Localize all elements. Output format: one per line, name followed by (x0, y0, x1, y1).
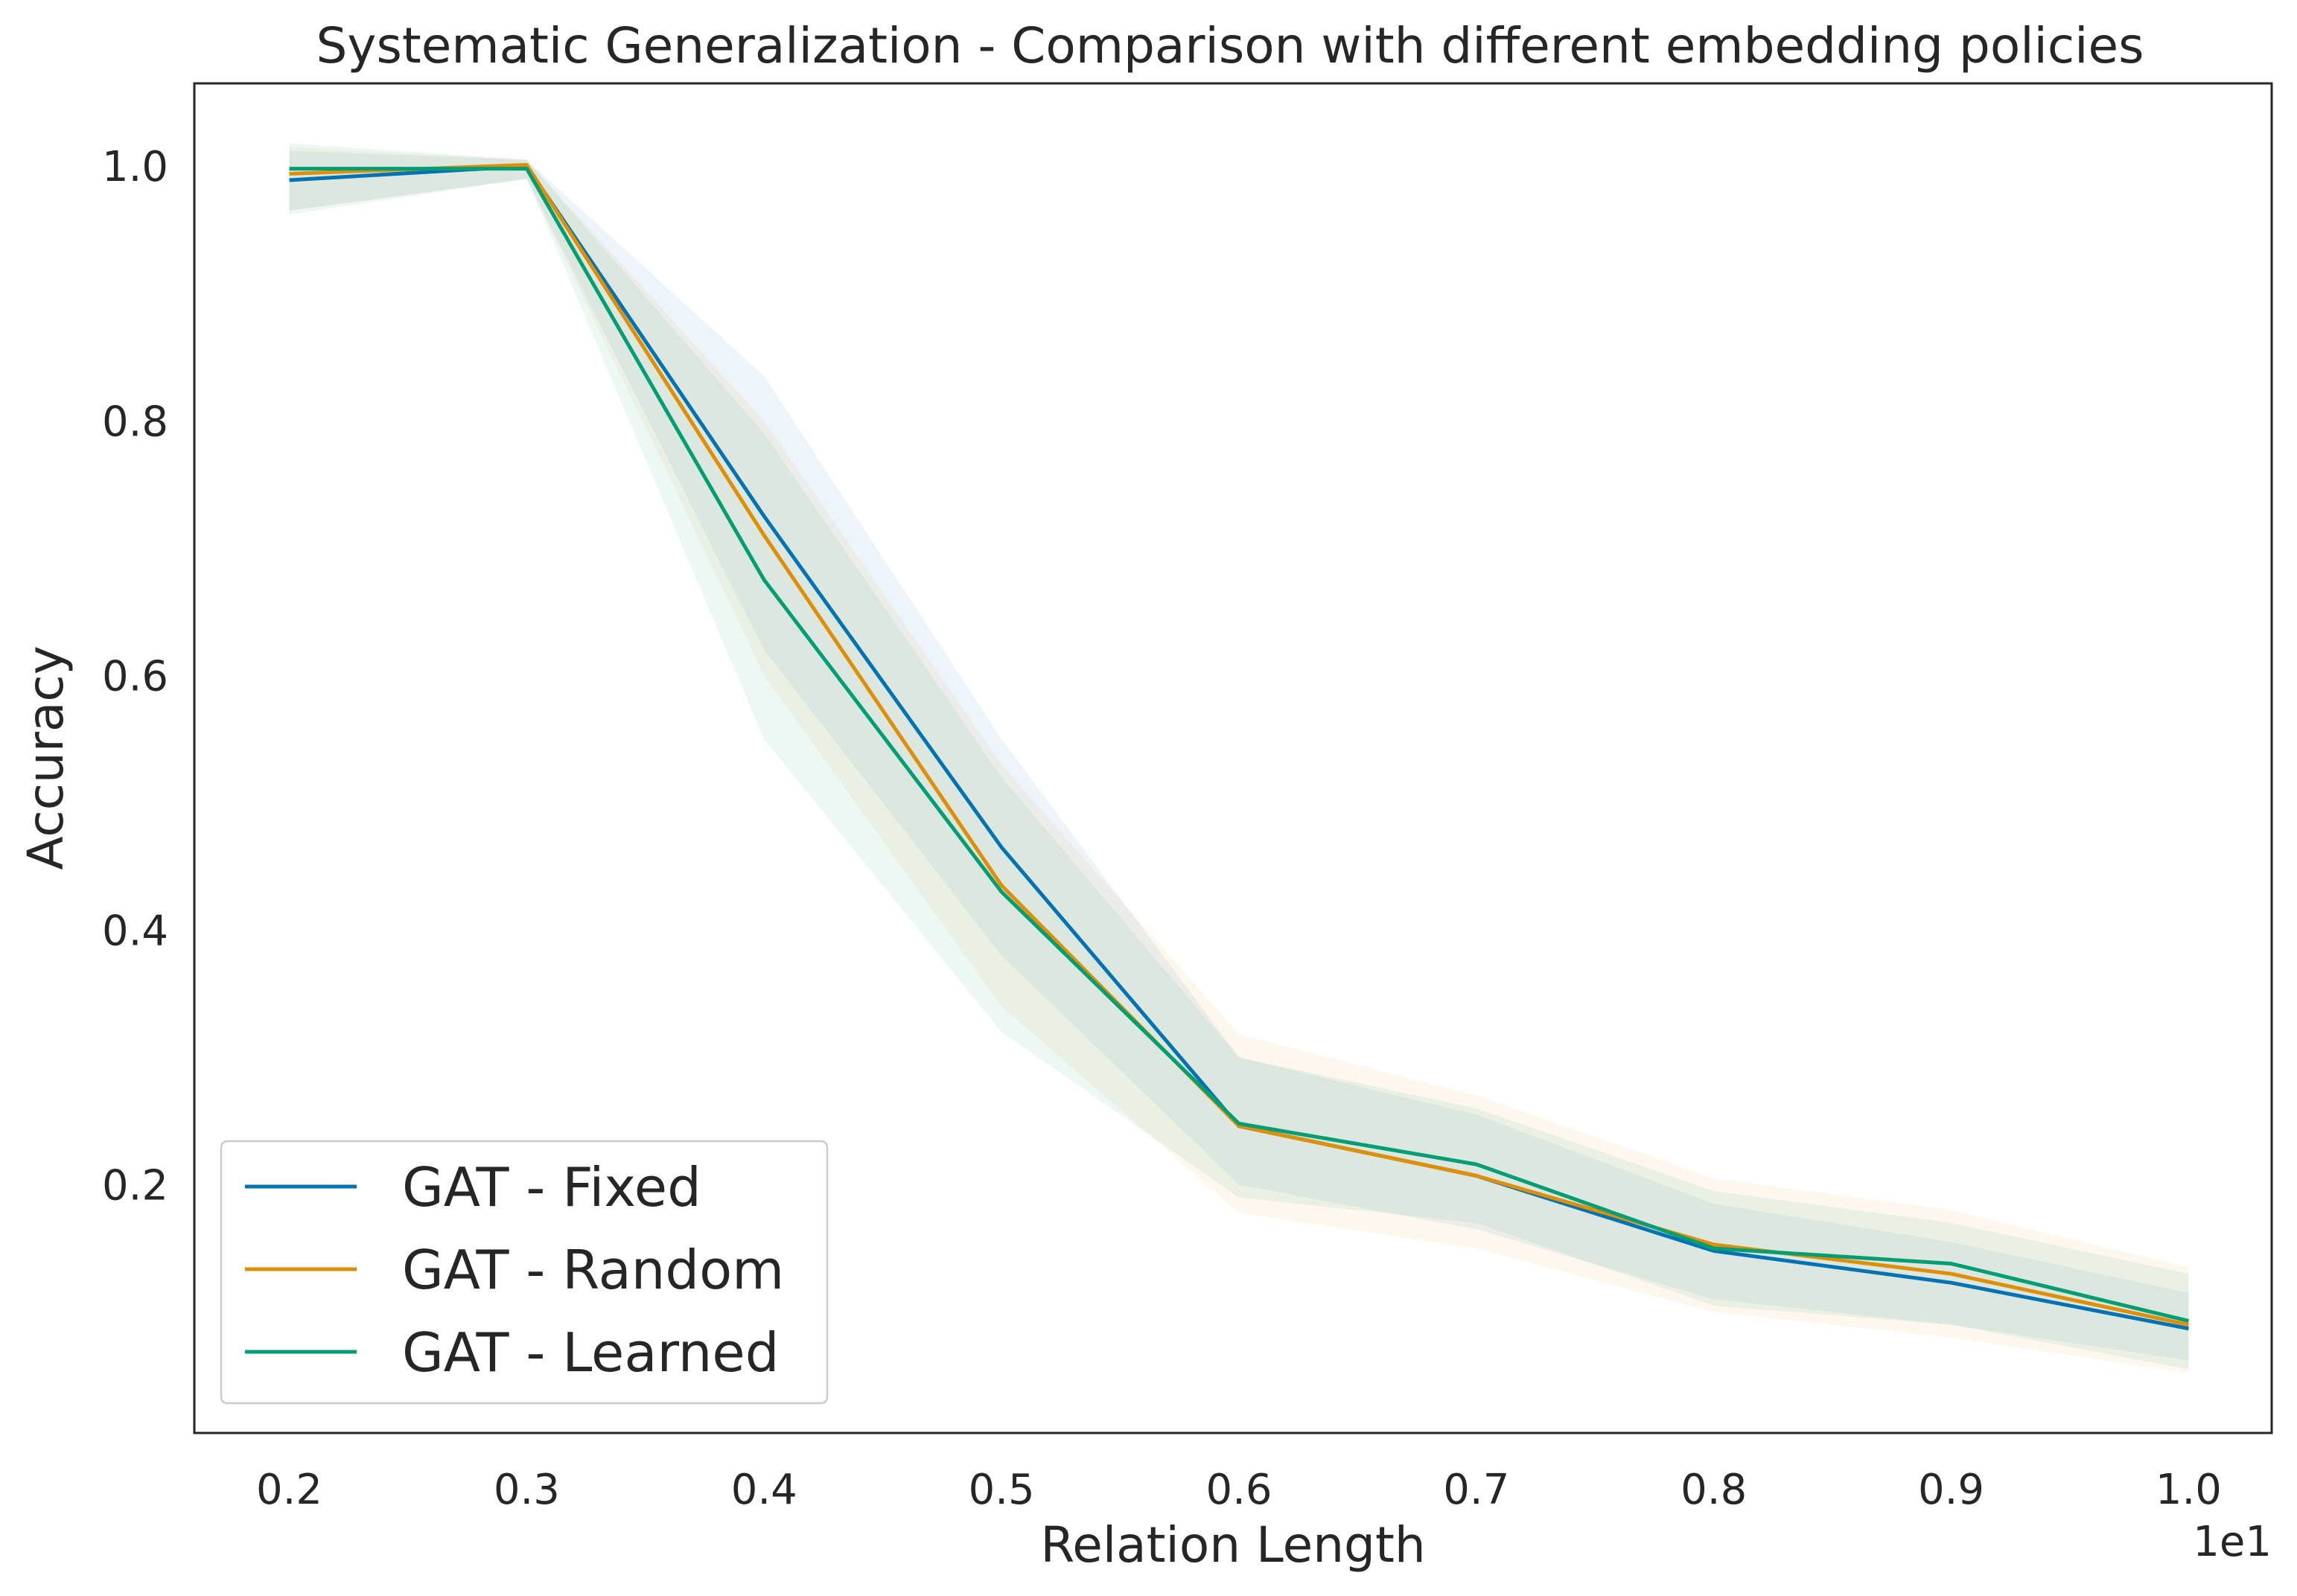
band-gat-fixed (289, 150, 2189, 1361)
y-axis-ticks: 0.2 0.4 0.6 0.8 1.0 (102, 143, 168, 1210)
x-tick-label: 0.4 (731, 1466, 797, 1514)
legend-label-learned: GAT - Learned (402, 1321, 779, 1384)
y-tick-label: 0.4 (102, 907, 168, 955)
x-axis-ticks: 0.2 0.3 0.4 0.5 0.6 0.7 0.8 0.9 1.0 (256, 1466, 2222, 1514)
y-tick-label: 1.0 (102, 143, 168, 191)
series-line-gat-learned (289, 167, 2189, 1323)
band-gat-learned (289, 143, 2189, 1370)
x-tick-label: 0.6 (1205, 1466, 1272, 1514)
series-lines (289, 162, 2189, 1331)
chart-title: Systematic Generalization - Comparison w… (316, 17, 2144, 74)
x-tick-label: 0.5 (969, 1466, 1035, 1514)
y-axis-label: Accuracy (17, 645, 74, 869)
x-tick-label: 0.9 (1918, 1466, 1984, 1514)
legend-label-random: GAT - Random (402, 1239, 784, 1301)
x-tick-label: 0.2 (256, 1466, 322, 1514)
plot-frame (193, 82, 2273, 1434)
x-axis-label: Relation Length (1040, 1516, 1425, 1574)
band-gat-random (289, 147, 2189, 1373)
legend-label-fixed: GAT - Fixed (402, 1156, 701, 1219)
x-tick-label: 0.7 (1443, 1466, 1509, 1514)
legend: GAT - Fixed GAT - Random GAT - Learned (220, 1140, 829, 1405)
x-tick-label: 0.3 (494, 1466, 560, 1514)
x-tick-label: 1.0 (2156, 1466, 2222, 1514)
series-line-gat-random (289, 162, 2189, 1327)
legend-box (220, 1140, 829, 1405)
y-tick-label: 0.2 (102, 1161, 168, 1210)
x-tick-label: 0.8 (1680, 1466, 1747, 1514)
y-tick-label: 0.6 (102, 652, 168, 700)
x-axis-offset-label: 1e1 (2193, 1518, 2272, 1566)
y-tick-label: 0.8 (102, 398, 168, 446)
confidence-bands (289, 143, 2189, 1373)
